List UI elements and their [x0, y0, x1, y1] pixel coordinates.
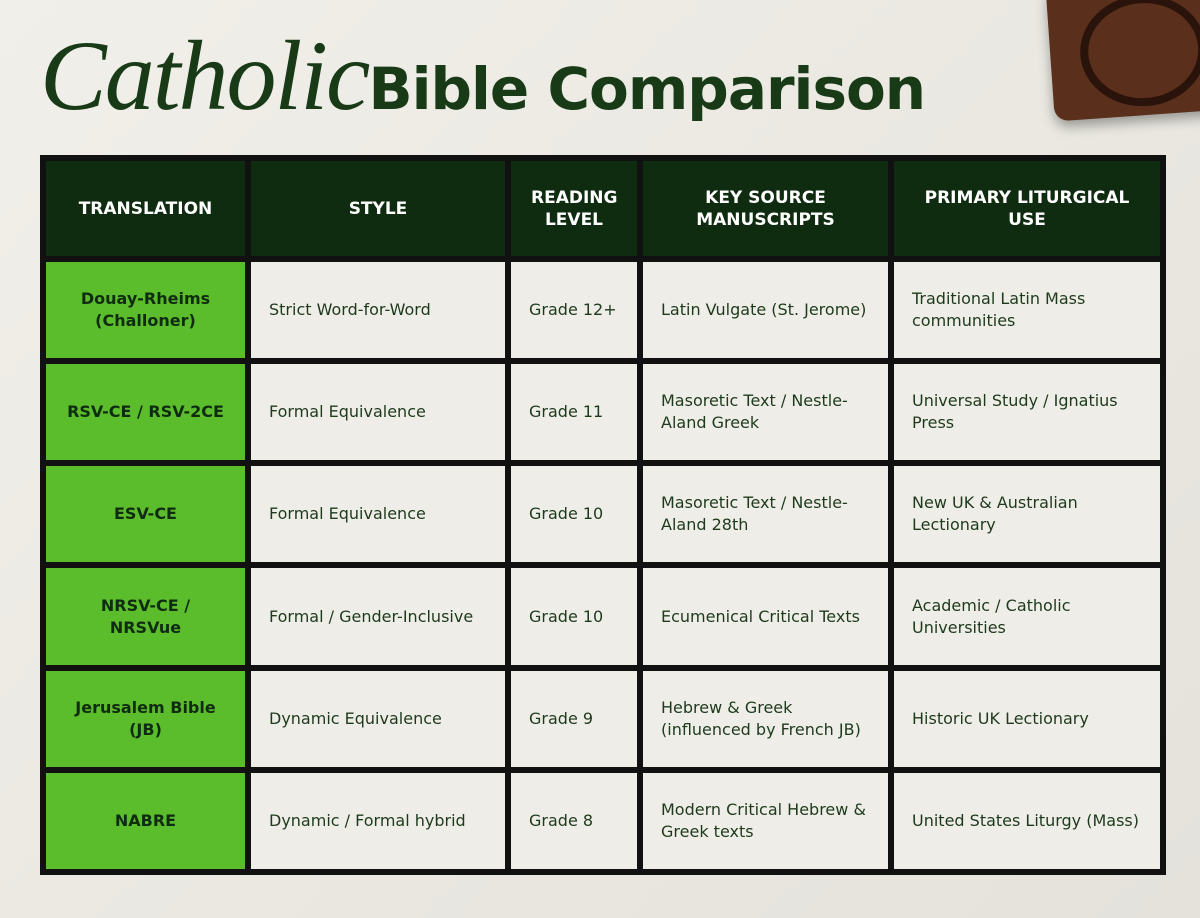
- table-cell: Masoretic Text / Nestle-Aland 28th: [637, 460, 894, 569]
- table-cell: United States Liturgy (Mass): [888, 766, 1166, 876]
- table-cell: Dynamic / Formal hybrid: [245, 766, 511, 876]
- table-row: RSV-CE / RSV-2CE Formal Equivalence Grade …: [40, 358, 1166, 467]
- translation-cell: NRSV-CE / NRSVue: [40, 562, 251, 671]
- column-header: STYLE: [245, 155, 511, 262]
- column-header: KEY SOURCE MANUSCRIPTS: [637, 155, 894, 262]
- table-cell: Historic UK Lectionary: [888, 664, 1166, 773]
- decorative-box: [1045, 0, 1200, 122]
- table-cell: Grade 9: [505, 664, 643, 773]
- table-body: Douay-Rheims (Challoner) Strict Word-for-…: [40, 255, 1166, 876]
- table-cell: Ecumenical Critical Texts: [637, 562, 894, 671]
- translation-cell: RSV-CE / RSV-2CE: [40, 358, 251, 467]
- table-cell: Hebrew & Greek (influenced by French JB): [637, 664, 894, 773]
- table-cell: Strict Word-for-Word: [245, 255, 511, 365]
- table-row: NRSV-CE / NRSVue Formal / Gender-Inclusiv…: [40, 562, 1166, 671]
- table-row: ESV-CE Formal Equivalence Grade 10 Masoreti…: [40, 460, 1166, 569]
- table-cell: Grade 12+: [505, 255, 643, 365]
- table-cell: Traditional Latin Mass communities: [888, 255, 1166, 365]
- translation-cell: NABRE: [40, 766, 251, 876]
- header-row: TRANSLATION STYLE READING LEVEL KEY SOURCE …: [40, 155, 1166, 262]
- title-script: Catholic: [40, 20, 370, 131]
- table-cell: Latin Vulgate (St. Jerome): [637, 255, 894, 365]
- table-cell: Formal Equivalence: [245, 460, 511, 569]
- table-cell: Modern Critical Hebrew & Greek texts: [637, 766, 894, 876]
- comparison-table: TRANSLATION STYLE READING LEVEL KEY SOURCE …: [40, 155, 1166, 876]
- table-row: Douay-Rheims (Challoner) Strict Word-for-…: [40, 255, 1166, 365]
- column-header: READING LEVEL: [505, 155, 643, 262]
- table-cell: Grade 8: [505, 766, 643, 876]
- table-row: Jerusalem Bible (JB) Dynamic Equivalence G…: [40, 664, 1166, 773]
- translation-cell: ESV-CE: [40, 460, 251, 569]
- table-cell: Formal Equivalence: [245, 358, 511, 467]
- table-cell: Universal Study / Ignatius Press: [888, 358, 1166, 467]
- table-cell: New UK & Australian Lectionary: [888, 460, 1166, 569]
- translation-cell: Jerusalem Bible (JB): [40, 664, 251, 773]
- translation-cell: Douay-Rheims (Challoner): [40, 255, 251, 365]
- table-cell: Grade 10: [505, 562, 643, 671]
- table-cell: Grade 10: [505, 460, 643, 569]
- table-cell: Academic / Catholic Universities: [888, 562, 1166, 671]
- column-header: TRANSLATION: [40, 155, 251, 262]
- table-cell: Masoretic Text / Nestle-Aland Greek: [637, 358, 894, 467]
- table-row: NABRE Dynamic / Formal hybrid Grade 8 Moder…: [40, 766, 1166, 876]
- title: CatholicBible Comparison: [40, 18, 926, 133]
- table-cell: Formal / Gender-Inclusive: [245, 562, 511, 671]
- table-cell: Grade 11: [505, 358, 643, 467]
- column-header: PRIMARY LITURGICAL USE: [888, 155, 1166, 262]
- title-main: Bible Comparison: [368, 55, 926, 123]
- table-cell: Dynamic Equivalence: [245, 664, 511, 773]
